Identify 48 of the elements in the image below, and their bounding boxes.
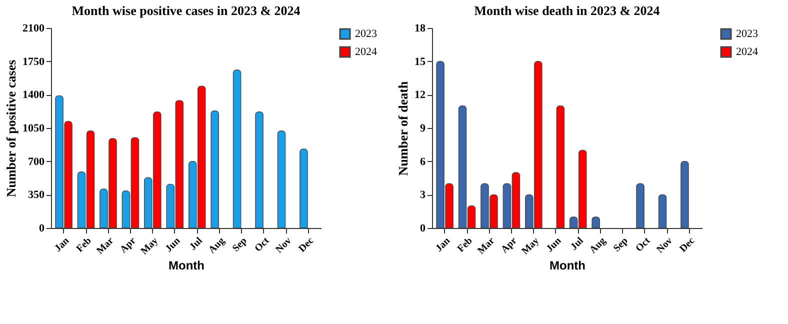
y-tick-label: 12 — [414, 89, 426, 102]
x-tick-label: Dec — [678, 235, 698, 255]
x-tick-label: Aug — [206, 236, 228, 256]
x-tick-label: Sep — [230, 235, 250, 254]
y-tick-label: 1400 — [22, 89, 45, 102]
x-tick-label: Nov — [654, 236, 675, 256]
x-tick-label: Feb — [456, 235, 476, 255]
x-tick-label: Jun — [163, 235, 183, 255]
x-tick-label: Jun — [544, 235, 564, 255]
y-tick-label: 6 — [420, 156, 426, 168]
x-tick-label: Jul — [188, 235, 206, 253]
x-tick-label: Mar — [94, 235, 116, 257]
legend-label: 2023 — [736, 28, 758, 40]
chart-title: Month wise positive cases in 2023 & 2024 — [72, 3, 301, 18]
y-tick-label: 350 — [28, 189, 45, 202]
chart-title: Month wise death in 2023 & 2024 — [474, 3, 660, 18]
x-axis-title: Month — [550, 258, 586, 272]
x-tick-label: Jul — [568, 235, 586, 253]
y-tick-label: 3 — [420, 189, 426, 202]
y-tick-label: 18 — [414, 22, 426, 34]
legend-label: 2024 — [355, 46, 378, 58]
x-axis-title: Month — [168, 258, 204, 272]
y-tick-label: 9 — [420, 122, 426, 134]
legend-label: 2023 — [355, 28, 378, 40]
y-tick-label: 0 — [420, 222, 426, 234]
y-tick-label: 1050 — [22, 122, 45, 134]
x-tick-label: Apr — [499, 235, 520, 256]
x-tick-label: Nov — [274, 236, 294, 256]
x-tick-label: Aug — [588, 236, 608, 256]
y-tick-label: 700 — [28, 156, 45, 168]
x-tick-label: Dec — [296, 235, 316, 255]
y-tick-label: 1750 — [22, 56, 45, 68]
x-tick-label: Apr — [118, 235, 139, 256]
x-tick-label: Jan — [52, 235, 72, 254]
x-tick-label: May — [520, 236, 542, 258]
x-tick-label: Mar — [476, 235, 498, 257]
y-tick-label: 15 — [414, 56, 426, 68]
y-tick-label: 0 — [39, 222, 45, 234]
y-axis-title: Number of death — [396, 80, 410, 176]
y-axis-title: Number of positive cases — [4, 60, 18, 198]
x-tick-label: Feb — [74, 235, 94, 255]
x-tick-label: May — [138, 236, 160, 258]
legend-label: 2024 — [736, 46, 758, 58]
x-tick-label: Oct — [634, 235, 654, 254]
y-tick-label: 2100 — [22, 22, 45, 34]
x-tick-label: Jan — [434, 235, 453, 254]
x-tick-label: Sep — [612, 235, 631, 254]
x-tick-label: Oct — [252, 235, 272, 254]
